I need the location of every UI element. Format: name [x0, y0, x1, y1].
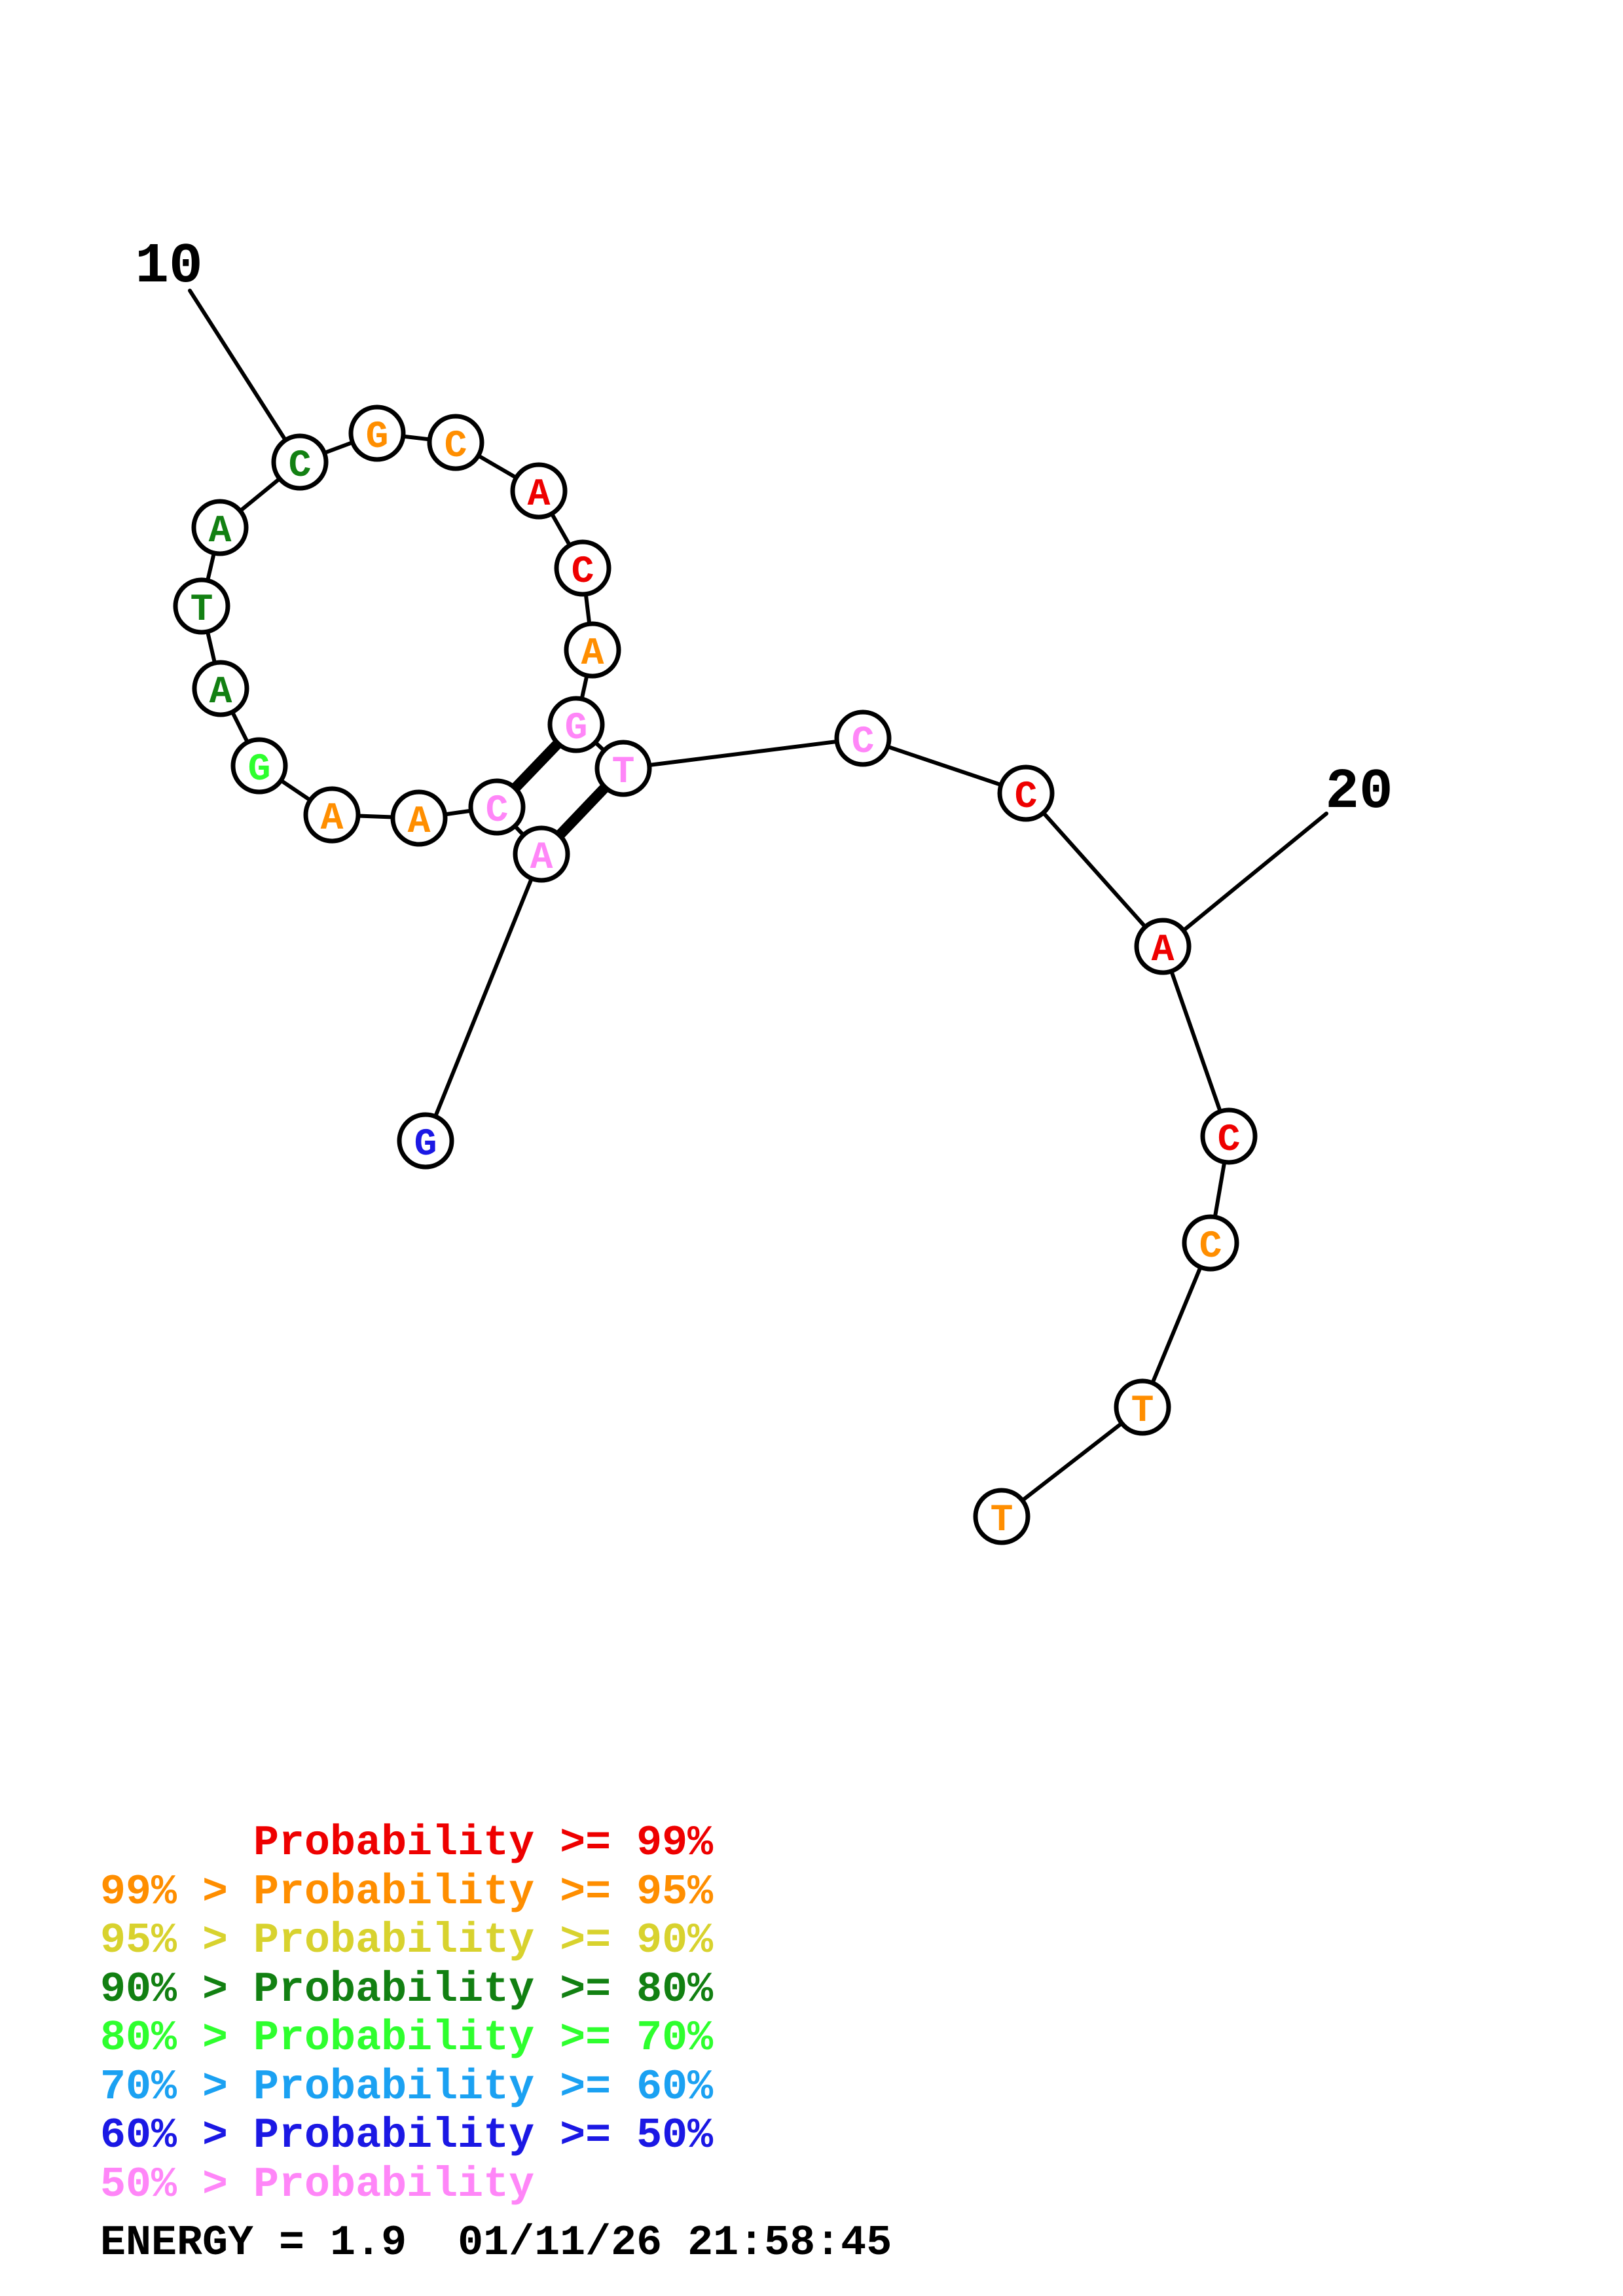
nucleotide-circle-18	[834, 709, 892, 767]
legend-row-7: 60% > Probability >= 50%	[100, 2111, 714, 2160]
nucleotide-circle-11	[348, 404, 406, 462]
nucleotide-circle-7	[192, 660, 249, 717]
nucleotide-letter-15: A	[581, 633, 604, 675]
nucleotide-circle-17	[594, 740, 652, 797]
nucleotide-circle-15	[564, 621, 621, 679]
nucleotide-letter-10: C	[289, 445, 312, 488]
backbone-segment-23-24	[1000, 1405, 1144, 1518]
nucleotide-circle-1	[397, 1112, 454, 1170]
nucleotide-node-16: G	[547, 696, 605, 753]
nucleotide-letter-18: C	[852, 721, 875, 764]
legend-row-5: 80% > Probability >= 70%	[100, 2014, 714, 2062]
nucleotide-node-2: A	[513, 825, 570, 883]
nucleotide-node-9: A	[191, 499, 249, 556]
energy-timestamp-text: ENERGY = 1.9 01/11/26 21:58:45	[100, 2219, 892, 2267]
backbone-segment-17-18	[621, 736, 865, 770]
nucleotide-node-23: T	[1114, 1378, 1171, 1436]
nucleotide-letter-12: C	[445, 425, 467, 468]
nucleotide-node-17: T	[594, 740, 652, 797]
nucleotide-circle-20	[1134, 918, 1192, 975]
nucleotide-node-1: G	[397, 1112, 454, 1170]
nucleotide-circle-21	[1200, 1107, 1258, 1165]
probability-legend: Probability >= 99% 99% > Probability >= 9…	[100, 1819, 713, 2209]
nucleotide-circle-13	[510, 462, 568, 520]
nucleotide-letter-23: T	[1131, 1390, 1154, 1433]
nucleotide-letter-3: C	[486, 790, 509, 833]
nucleotide-letter-2: A	[530, 837, 553, 880]
nucleotide-node-8: T	[173, 577, 230, 635]
nucleotide-node-5: A	[303, 786, 361, 844]
nucleotide-letter-17: T	[612, 751, 635, 794]
nucleotide-circle-5	[303, 786, 361, 844]
nucleotide-node-7: A	[192, 660, 249, 717]
nucleotide-circle-12	[427, 414, 484, 471]
nucleotide-letter-13: A	[528, 474, 551, 516]
backbone-segment-19-20	[1024, 791, 1165, 948]
nucleotide-letter-24: T	[991, 1499, 1013, 1542]
nucleotide-letter-21: C	[1218, 1119, 1241, 1162]
nucleotide-circle-3	[468, 778, 526, 836]
nucleotide-circle-9	[191, 499, 249, 556]
nucleotide-letter-22: C	[1199, 1226, 1222, 1268]
backbone-segment-20-21	[1161, 944, 1231, 1138]
nucleotide-node-15: A	[564, 621, 621, 679]
pointer-line-20	[1180, 812, 1328, 933]
nucleotide-letter-11: G	[366, 416, 389, 459]
nucleotide-circle-19	[997, 764, 1055, 822]
nucleotide-node-19: C	[997, 764, 1055, 822]
backbone-segment-22-23	[1140, 1241, 1213, 1409]
nucleotide-node-21: C	[1200, 1107, 1258, 1165]
legend-row-2: 99% > Probability >= 95%	[100, 1867, 714, 1916]
backbone-segment-18-19	[861, 736, 1028, 795]
backbone-lines	[200, 431, 1231, 1518]
nucleotide-letter-4: A	[408, 801, 431, 844]
nucleotide-circle-14	[554, 539, 611, 597]
legend-row-3: 95% > Probability >= 90%	[100, 1916, 714, 1965]
nucleotide-circle-23	[1114, 1378, 1171, 1436]
nucleotide-letter-14: C	[572, 551, 594, 594]
nucleotide-node-14: C	[554, 539, 611, 597]
nucleotide-letter-19: C	[1015, 776, 1038, 819]
nucleotide-letter-16: G	[565, 708, 588, 750]
legend-row-1: Probability >= 99%	[100, 1819, 714, 1867]
number-pointer-lines	[188, 289, 1328, 933]
nucleotide-circle-2	[513, 825, 570, 883]
sequence-number-10: 10	[135, 234, 202, 298]
nucleotide-circle-6	[230, 737, 288, 795]
nucleotide-letter-5: A	[321, 798, 344, 840]
nucleotide-letter-8: T	[191, 589, 213, 632]
nucleotide-letter-9: A	[209, 511, 232, 553]
nucleotide-letter-6: G	[248, 749, 271, 791]
sequence-number-labels: 10 20	[135, 234, 1393, 824]
nucleotide-node-12: C	[427, 414, 484, 471]
nucleotide-letter-20: A	[1152, 929, 1175, 972]
legend-row-8: 50% > Probability	[100, 2160, 535, 2209]
nucleotide-node-13: A	[510, 462, 568, 520]
nucleotide-circle-8	[173, 577, 230, 635]
nucleotide-letter-7: A	[210, 672, 232, 714]
nucleotide-node-11: G	[348, 404, 406, 462]
nucleotide-circle-22	[1182, 1214, 1239, 1272]
nucleotide-circle-24	[973, 1488, 1030, 1545]
nucleotide-node-24: T	[973, 1488, 1030, 1545]
nucleotide-letter-1: G	[414, 1124, 437, 1166]
nucleotide-node-3: C	[468, 778, 526, 836]
nucleotide-node-4: A	[390, 789, 448, 847]
backbone-segment-1-2	[424, 852, 543, 1143]
nucleotide-circle-16	[547, 696, 605, 753]
nucleotide-node-18: C	[834, 709, 892, 767]
legend-row-6: 70% > Probability >= 60%	[100, 2062, 714, 2111]
nucleotide-node-22: C	[1182, 1214, 1239, 1272]
nucleotide-node-6: G	[230, 737, 288, 795]
nucleotide-node-20: A	[1134, 918, 1192, 975]
legend-row-4: 90% > Probability >= 80%	[100, 1965, 714, 2014]
nucleotide-circle-10	[271, 433, 329, 491]
nucleotide-node-10: C	[271, 433, 329, 491]
sequence-number-20: 20	[1325, 760, 1393, 824]
pointer-line-10	[188, 289, 288, 443]
nucleotide-circle-4	[390, 789, 448, 847]
